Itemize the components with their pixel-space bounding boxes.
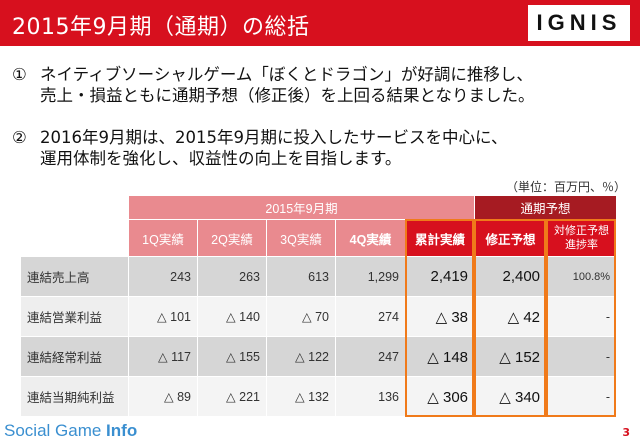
watermark-suffix: Info	[106, 421, 138, 440]
col-header-3q: 3Q実績	[266, 219, 336, 257]
col-header-2q: 2Q実績	[197, 219, 267, 257]
point-text-line1: 2016年9月期は、2015年9月期に投入したサービスを中心に、	[40, 128, 508, 147]
cell-value: 243	[128, 256, 198, 297]
cell-value: -	[546, 376, 618, 417]
cell-value: 2,400	[474, 256, 548, 297]
summary-point-1: ① ネイティブソーシャルゲーム「ぼくとドラゴン」が好調に推移し、 売上・損益ともに…	[12, 64, 535, 106]
row-label: 連結売上高	[20, 256, 129, 297]
cell-value: △ 38	[404, 296, 476, 337]
cell-value: △ 340	[474, 376, 548, 417]
table-row: 連結営業利益 △ 101 △ 140 △ 70 274 △ 38 △ 42 -	[20, 296, 618, 337]
table-row: 連結売上高 243 263 613 1,299 2,419 2,400 100.…	[20, 256, 618, 297]
cell-value: △ 155	[197, 336, 267, 377]
point-number: ②	[12, 128, 27, 147]
table-corner	[20, 195, 129, 257]
slide-header: 2015年9月期（通期）の総括 IGNIS	[0, 0, 640, 46]
cell-value: △ 117	[128, 336, 198, 377]
col-header-1q: 1Q実績	[128, 219, 198, 257]
cell-value: △ 122	[266, 336, 336, 377]
watermark-prefix: Social Game	[4, 421, 107, 440]
cell-value: 100.8%	[546, 256, 618, 297]
row-label: 連結経常利益	[20, 336, 129, 377]
point-text-line2: 売上・損益ともに通期予想（修正後）を上回る結果となりました。	[40, 86, 535, 105]
financial-summary-table: 2015年9月期 通期予想 1Q実績 2Q実績 3Q実績 4Q実績 累計実績 修…	[20, 195, 618, 417]
cell-value: △ 152	[474, 336, 548, 377]
cell-value: -	[546, 296, 618, 337]
cell-value: 2,419	[404, 256, 476, 297]
col-header-revised-forecast: 修正予想	[474, 219, 548, 257]
group-header-forecast: 通期予想	[474, 195, 618, 220]
group-header-fy2015: 2015年9月期	[127, 195, 476, 220]
slide-title: 2015年9月期（通期）の総括	[12, 15, 310, 40]
cell-value: 263	[197, 256, 267, 297]
ignis-logo: IGNIS	[528, 5, 630, 41]
cell-value: △ 148	[404, 336, 476, 377]
cell-value: 613	[266, 256, 336, 297]
cell-value: △ 221	[197, 376, 267, 417]
col-header-progress: 対修正予想進捗率	[546, 219, 618, 257]
row-label: 連結当期純利益	[20, 376, 129, 417]
cell-value: 136	[335, 376, 406, 417]
cell-value: △ 306	[404, 376, 476, 417]
table-row: 連結当期純利益 △ 89 △ 221 △ 132 136 △ 306 △ 340…	[20, 376, 618, 417]
point-text-line1: ネイティブソーシャルゲーム「ぼくとドラゴン」が好調に推移し、	[40, 65, 533, 84]
cell-value: △ 101	[128, 296, 198, 337]
cell-value: 274	[335, 296, 406, 337]
cell-value: △ 89	[128, 376, 198, 417]
cell-value: △ 42	[474, 296, 548, 337]
cell-value: △ 132	[266, 376, 336, 417]
col-header-4q: 4Q実績	[335, 219, 406, 257]
unit-note: （単位：百万円、％）	[505, 180, 626, 194]
watermark: Social Game Info	[4, 421, 137, 441]
cell-value: -	[546, 336, 618, 377]
summary-point-2: ② 2016年9月期は、2015年9月期に投入したサービスを中心に、 運用体制を強…	[12, 127, 507, 169]
col-header-cumulative: 累計実績	[404, 219, 476, 257]
point-number: ①	[12, 65, 27, 84]
cell-value: △ 140	[197, 296, 267, 337]
cell-value: △ 70	[266, 296, 336, 337]
row-label: 連結営業利益	[20, 296, 129, 337]
point-text-line2: 運用体制を強化し、収益性の向上を目指します。	[40, 149, 402, 168]
cell-value: 247	[335, 336, 406, 377]
page-number: 3	[622, 426, 630, 439]
table-row: 連結経常利益 △ 117 △ 155 △ 122 247 △ 148 △ 152…	[20, 336, 618, 377]
cell-value: 1,299	[335, 256, 406, 297]
